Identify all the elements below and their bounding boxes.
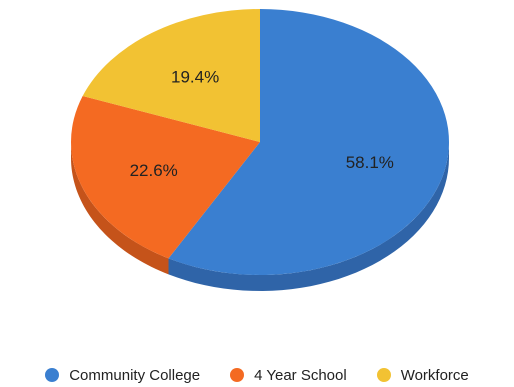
pie-slice[interactable] (71, 96, 261, 259)
legend-label: Community College (69, 366, 201, 384)
legend-swatch (230, 368, 245, 382)
pie-slice[interactable] (168, 9, 449, 275)
pie-slice-label: 58.1% (346, 153, 394, 172)
chart-legend: Community College 4 Year School Workforc… (0, 364, 514, 386)
pie-slice-side (71, 142, 169, 275)
legend-item[interactable]: 4 Year School (230, 367, 347, 384)
pie-slice[interactable] (82, 9, 260, 142)
legend-item[interactable]: Community College (45, 367, 200, 384)
pie-slice-label: 19.4% (171, 68, 219, 87)
pie-slice-side (168, 142, 449, 291)
pie-top-group (71, 9, 449, 275)
legend-swatch (376, 368, 391, 382)
pie-side-group (71, 142, 449, 291)
legend-label: 4 Year School (254, 366, 347, 384)
legend-swatch (45, 368, 60, 382)
pie-label-group: 58.1% 22.6% 19.4% (130, 68, 394, 180)
legend-label: Workforce (400, 366, 469, 384)
pie-slice-label: 22.6% (130, 161, 178, 180)
legend-item[interactable]: Workforce (376, 366, 469, 384)
